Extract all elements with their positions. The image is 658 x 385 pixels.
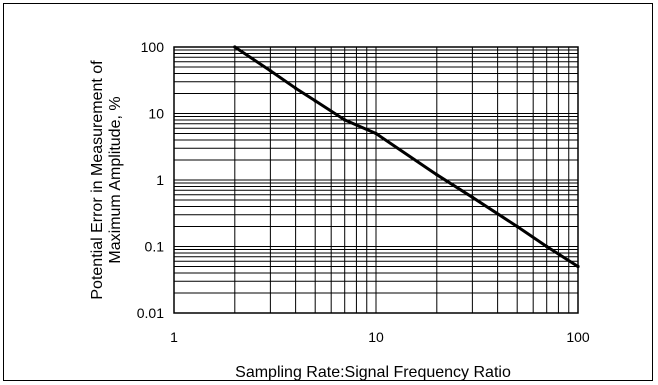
series-line (233, 45, 580, 268)
data-point (515, 224, 519, 229)
data-point (313, 99, 317, 103)
data-point (576, 264, 580, 269)
data-point (435, 173, 439, 177)
data-point (470, 195, 474, 199)
x-tick-label: 10 (368, 329, 384, 345)
plot-border-rect (173, 46, 579, 314)
x-tick-label: 1 (170, 329, 178, 345)
y-tick-label: 10 (148, 106, 164, 122)
x-tick-label: 100 (566, 329, 590, 345)
y-tick-label: 1 (156, 172, 164, 188)
y-axis-label-line-2: Maximum Amplitude, % (107, 96, 124, 263)
series-group (233, 45, 580, 269)
data-point (268, 69, 272, 73)
data-point (545, 244, 549, 249)
x-tick-labels: 1 10 100 (170, 329, 590, 345)
data-point (233, 45, 237, 49)
data-point (294, 86, 298, 90)
chart-frame (3, 3, 653, 381)
x-axis-label: Sampling Rate:Signal Frequency Ratio (235, 364, 511, 381)
grid-lines (173, 46, 579, 314)
y-axis-label-line-1: Potential Error in Measurement of (89, 60, 106, 300)
y-tick-labels: 100 10 1 0.1 0.01 (137, 39, 164, 321)
plot-area-border (173, 46, 579, 314)
data-point (343, 118, 347, 122)
y-tick-label: 0.1 (145, 239, 165, 255)
y-tick-label: 100 (141, 39, 165, 55)
data-point (374, 131, 378, 136)
y-tick-label: 0.01 (137, 305, 164, 321)
